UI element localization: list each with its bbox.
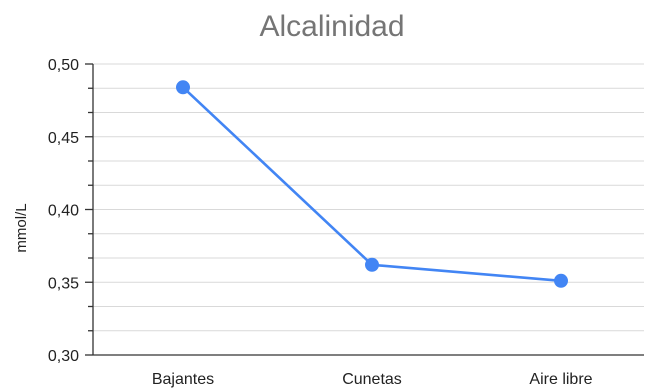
y-tick-label: 0,35 xyxy=(48,275,79,292)
x-tick-label: Bajantes xyxy=(152,371,214,388)
y-tick-label: 0,30 xyxy=(48,348,79,365)
series-group xyxy=(176,80,568,288)
y-tick-label: 0,45 xyxy=(48,130,79,147)
data-point xyxy=(365,257,379,272)
gridlines xyxy=(93,63,644,332)
y-axis: 0,30 0,35 0,40 0,45 0,50 xyxy=(48,57,644,365)
x-tick-label: Aire libre xyxy=(529,371,592,388)
y-tick-label: 0,40 xyxy=(48,203,79,220)
x-axis-labels: Bajantes Cunetas Aire libre xyxy=(152,371,593,388)
series-line xyxy=(181,85,563,283)
data-point xyxy=(554,273,568,288)
y-tick-label: 0,50 xyxy=(48,57,79,74)
x-tick-label: Cunetas xyxy=(342,371,402,388)
y-axis-label: mmol/L xyxy=(13,203,30,252)
data-point xyxy=(176,80,190,95)
chart-title: Alcalinidad xyxy=(259,10,404,43)
